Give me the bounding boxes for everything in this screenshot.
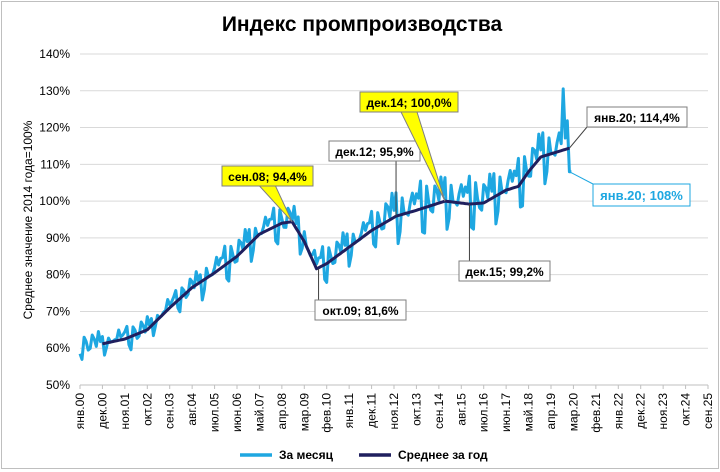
callout-label: дек.15; 99,2% [465,265,544,279]
x-tick-label: авг.04 [185,393,199,426]
y-tick-label: 120% [39,121,70,135]
callout-label: янв.20; 108% [600,188,683,203]
x-tick-label: фев.21 [589,393,603,433]
y-tick-label: 90% [46,231,70,245]
callout-leader [569,171,594,185]
x-tick-label: сен.25 [701,393,715,429]
x-tick-label: июл.05 [208,393,222,432]
x-tick-label: мар.09 [297,393,311,432]
annotation-callout: сен.08; 94,4% [221,165,314,223]
series-lines [78,87,572,361]
x-tick-label: фев.10 [320,393,334,433]
annotation-callout: дек.12; 95,9% [328,140,421,217]
annotation-callout: окт.09; 81,6% [314,268,407,321]
x-tick-label: июн.06 [230,393,244,432]
annotation-callout: янв.20; 108% [569,171,691,207]
y-tick-label: 130% [39,84,70,98]
x-tick-label: янв.00 [73,393,87,430]
y-tick-label: 70% [46,304,70,318]
callout-box [592,183,691,207]
y-tick-labels: 50% 60% 70% 80% 90% 100% 110% 120% 130% 140% [39,47,70,392]
x-tick-label: дек.11 [365,393,379,428]
x-tick-labels: янв.00 дек.00 ноя.01 окт.02 сен.03 авг.04 июл.… [73,385,715,433]
x-tick-label: янв.11 [342,393,356,429]
callout-box [314,299,407,321]
callout-box [221,165,314,187]
annotation-callout: янв.20; 114,4% [568,106,688,149]
legend: За месяц Среднее за год [240,448,488,462]
x-tick-label: июн.17 [499,393,513,432]
x-tick-label: ноя.12 [387,393,401,430]
y-tick-label: 100% [39,194,70,208]
x-tick-label: май.07 [252,393,266,432]
y-tick-label: 80% [46,268,70,282]
x-tick-label: дек.00 [95,393,109,429]
x-tick-label: ноя.23 [656,393,670,430]
callout-box [586,106,688,128]
annotations: сен.08; 94,4% окт.09; 81,6% дек.12; 95,9% д… [221,91,691,321]
chart-title: Индекс промпроизводства [222,13,503,36]
x-tick-label: май.18 [522,393,536,432]
y-tick-label: 140% [39,47,70,61]
x-tick-label: сен.03 [163,393,177,429]
x-tick-label: янв.22 [611,393,625,430]
callout-label: янв.20; 114,4% [594,111,680,125]
callout-leader [568,126,588,149]
x-tick-label: дек.22 [634,393,648,429]
x-tick-label: июл.16 [477,393,491,432]
callout-label: дек.12; 95,9% [335,145,414,159]
y-axis-label: Среднее значение 2014 года=100% [21,120,35,319]
y-tick-label: 110% [40,157,70,171]
callout-label: дек.14; 100,0% [366,96,451,110]
x-tick-label: окт.24 [679,393,693,426]
callout-label: сен.08; 94,4% [228,170,307,184]
legend-label-monthly: За месяц [279,448,334,462]
x-tick-label: мар.20 [566,393,580,432]
callout-box [359,91,459,113]
x-tick-label: сен.14 [432,393,446,429]
annotation-callout: дек.15; 99,2% [458,204,551,282]
series-line-average [102,146,570,346]
annotation-callout: дек.14; 100,0% [359,91,459,202]
x-tick-label: окт.02 [140,393,154,426]
y-tick-label: 60% [46,341,70,355]
x-tick-label: окт.13 [409,393,423,426]
y-tick-label: 50% [46,378,70,392]
x-tick-label: апр.19 [544,393,558,430]
callout-box [458,260,551,282]
x-tick-label: апр.08 [275,393,289,430]
legend-label-average: Среднее за год [398,448,488,462]
x-tick-label: авг.15 [454,393,468,426]
callout-label: окт.09; 81,6% [322,304,399,318]
x-tick-label: ноя.01 [118,393,132,430]
